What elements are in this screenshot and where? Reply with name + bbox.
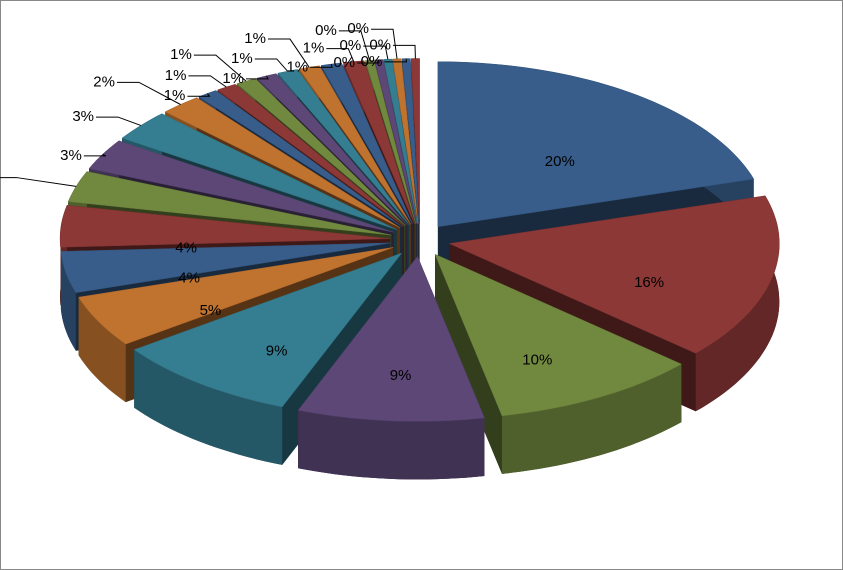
slice-side — [134, 349, 283, 465]
slice-top — [59, 205, 391, 248]
leader-line — [116, 81, 181, 105]
slice-top — [434, 253, 682, 417]
leader-line — [326, 48, 355, 62]
slice — [434, 253, 682, 474]
data-label: 1% — [286, 58, 308, 75]
slice-top — [164, 97, 401, 228]
slice-top — [401, 58, 420, 224]
data-label: 1% — [303, 40, 325, 57]
slice-side — [298, 410, 485, 480]
leader-line — [187, 93, 211, 97]
data-label: 2% — [93, 73, 115, 90]
slice-side — [78, 297, 126, 403]
data-label: 3% — [60, 147, 82, 164]
leader-line — [310, 63, 333, 68]
data-label: 1% — [165, 67, 187, 84]
slice-top — [60, 242, 391, 293]
slice-top — [365, 59, 417, 224]
slice-top — [121, 113, 397, 230]
leader-line — [188, 75, 227, 88]
slice-side — [60, 251, 76, 351]
leader-line — [96, 116, 141, 126]
data-label: 10% — [522, 351, 552, 368]
leader-line — [0, 177, 77, 187]
leader-line — [384, 58, 407, 63]
data-label: 0% — [369, 36, 391, 53]
data-label: 5% — [200, 302, 222, 319]
leader-line — [83, 153, 107, 157]
slice-top — [88, 140, 394, 233]
leader-line — [393, 44, 416, 59]
slice-top — [133, 252, 403, 408]
slice-edge — [435, 254, 502, 474]
slice-top — [198, 90, 403, 227]
leader-line — [363, 45, 389, 60]
leader-line — [193, 54, 247, 82]
data-label: 1% — [244, 30, 266, 47]
data-label: 1% — [231, 50, 253, 67]
slice — [297, 255, 485, 480]
data-label: 1% — [164, 87, 186, 104]
data-label: 3% — [72, 108, 94, 125]
leader-line — [267, 38, 310, 68]
data-label: 0% — [347, 20, 369, 37]
slice-side — [695, 195, 780, 412]
slice-top — [236, 78, 406, 226]
data-label: 1% — [170, 46, 192, 63]
leader-line — [371, 28, 398, 59]
slice-top — [297, 255, 485, 422]
slice-top — [67, 171, 392, 236]
slice-top — [277, 69, 410, 225]
data-label: 4% — [175, 239, 197, 256]
slice-side — [502, 364, 682, 474]
data-label: 1% — [222, 70, 244, 87]
slice-top — [392, 58, 419, 224]
leader-line — [338, 30, 371, 61]
slice-top — [343, 60, 415, 224]
slice-top — [78, 247, 394, 345]
slice-top — [298, 65, 412, 225]
data-label: 16% — [634, 274, 664, 291]
data-label: 0% — [333, 54, 355, 71]
data-label: 0% — [361, 53, 383, 70]
slice-top — [216, 84, 405, 227]
data-label: 0% — [315, 22, 337, 39]
data-label: 9% — [390, 367, 412, 384]
slice-top — [448, 195, 780, 354]
data-label: 0% — [340, 37, 362, 54]
leader-line — [246, 75, 269, 80]
data-label: 4% — [178, 269, 200, 286]
data-label: 9% — [266, 342, 288, 359]
data-label: 20% — [545, 153, 575, 170]
slice-top — [437, 61, 755, 228]
leader-line — [357, 59, 380, 64]
leader-line — [254, 58, 288, 72]
